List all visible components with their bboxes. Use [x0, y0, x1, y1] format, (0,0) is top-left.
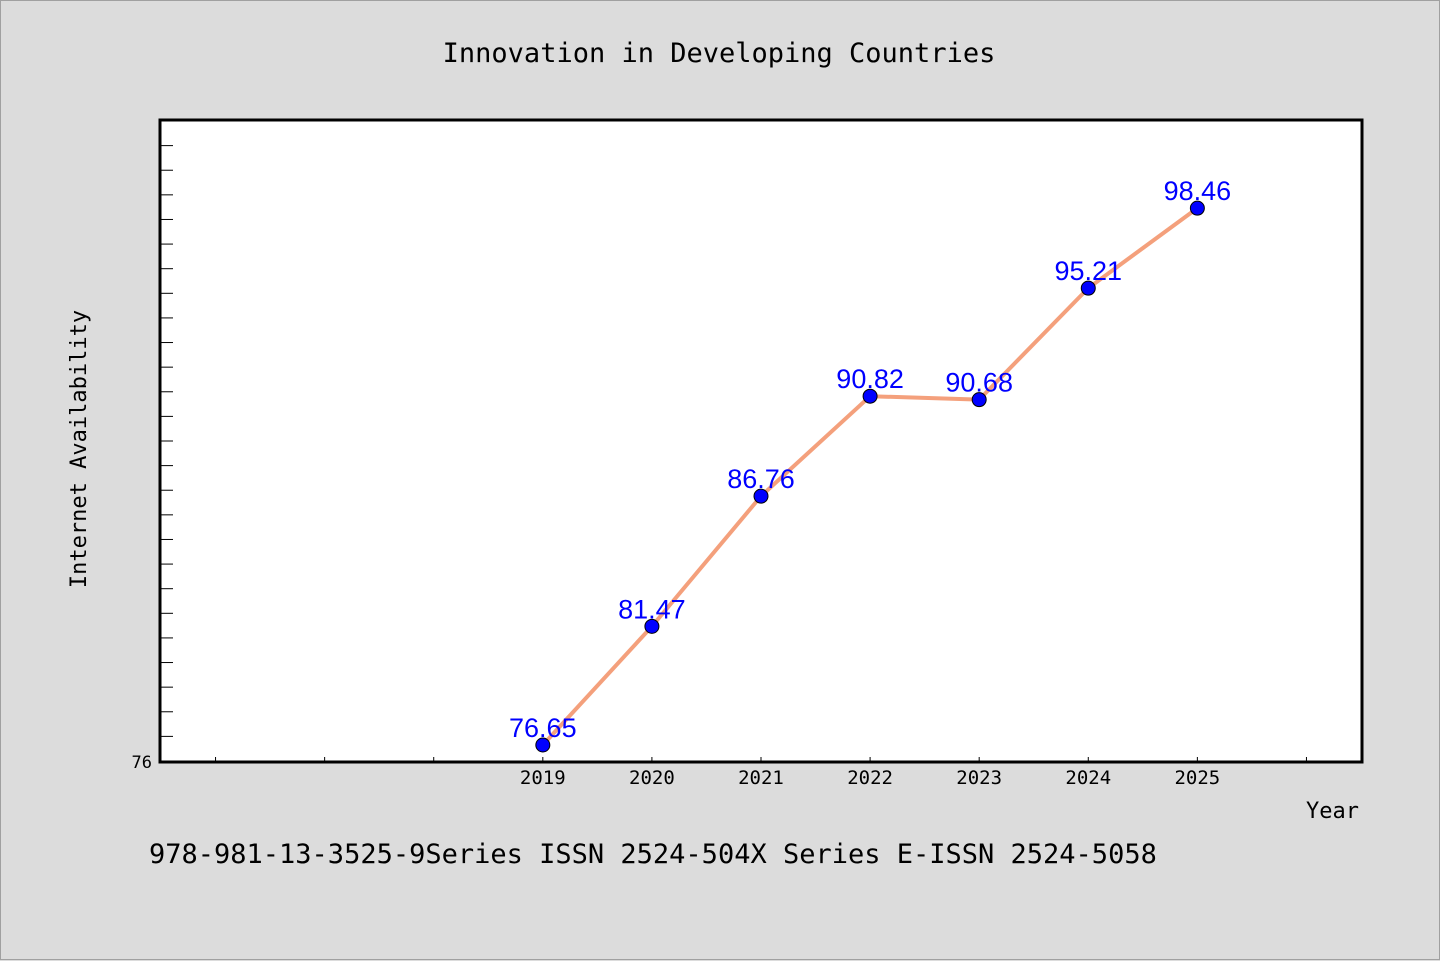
- x-tick-label: 2022: [847, 767, 893, 789]
- plot-area: [158, 118, 1364, 764]
- data-label: 76.65: [509, 713, 577, 743]
- y-tick-label: 76: [132, 753, 152, 773]
- data-point: [1189, 200, 1205, 216]
- x-tick-label: 2024: [1065, 767, 1111, 789]
- chart-title: Innovation in Developing Countries: [443, 38, 996, 69]
- data-label: 90.82: [836, 364, 904, 394]
- y-axis-ticks: [161, 145, 173, 762]
- x-tick-label: 2020: [629, 767, 675, 789]
- x-axis-tick-labels: 2019 2020 2021 2022 2023 2024 2025: [520, 767, 1220, 789]
- data-point: [971, 392, 987, 408]
- data-label: 90.68: [945, 368, 1013, 398]
- data-label: 81.47: [618, 594, 686, 624]
- y-axis-label: Internet Availability: [67, 310, 92, 588]
- data-label: 98.46: [1164, 176, 1232, 206]
- x-tick-label: 2025: [1174, 767, 1220, 789]
- x-tick-label: 2023: [956, 767, 1002, 789]
- data-point: [644, 618, 660, 634]
- data-label: 86.76: [727, 464, 795, 494]
- data-labels: 76.65 81.47 86.76 90.82 90.68 95.21 98.46: [509, 176, 1231, 743]
- data-point: [535, 737, 551, 753]
- data-point: [753, 488, 769, 504]
- x-tick-label: 2019: [520, 767, 566, 789]
- data-point: [1080, 280, 1096, 296]
- data-point: [862, 388, 878, 404]
- x-axis-label: Year: [1306, 799, 1359, 824]
- x-axis-ticks: [215, 757, 1307, 761]
- x-tick-label: 2021: [738, 767, 784, 789]
- footer-text: 978-981-13-3525-9Series ISSN 2524-504X S…: [149, 839, 1157, 870]
- data-label: 95.21: [1054, 256, 1122, 286]
- data-markers: [535, 200, 1205, 753]
